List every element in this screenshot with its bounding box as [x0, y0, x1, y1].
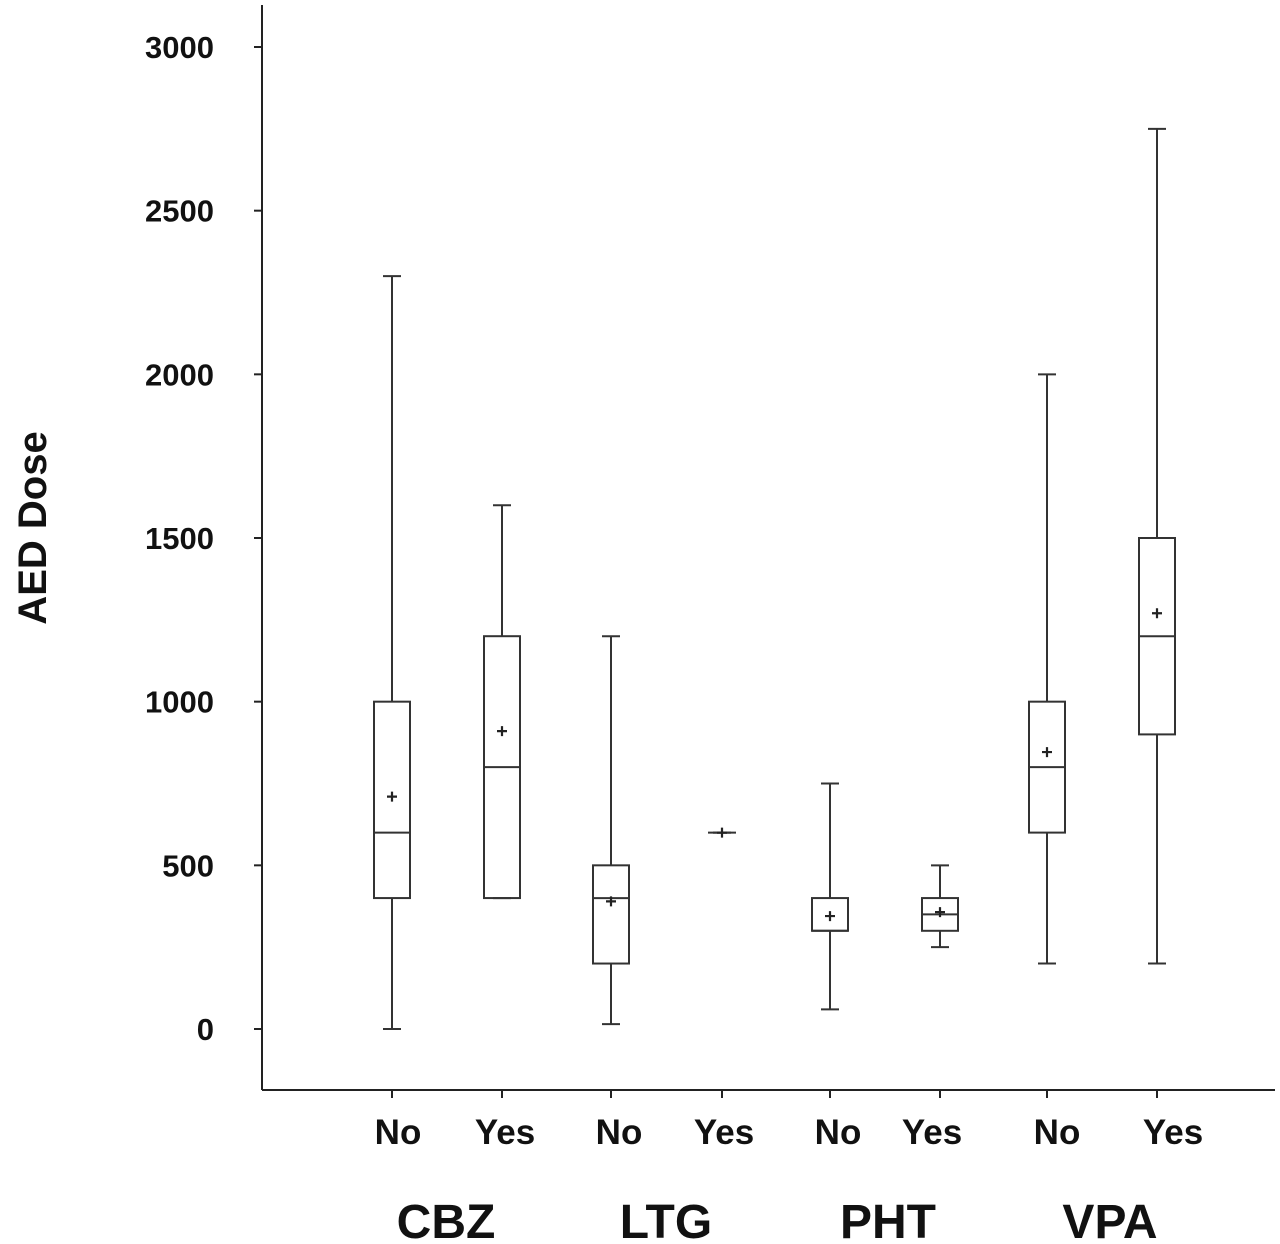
box-vpa-yes	[1138, 127, 1176, 965]
axes	[261, 5, 1275, 1091]
box-vpa-no	[1028, 373, 1066, 965]
x-tick-label: Yes	[902, 1113, 962, 1152]
mean-marker	[825, 911, 835, 922]
x-tick-label: Yes	[1143, 1113, 1203, 1152]
iqr-box	[373, 700, 411, 900]
y-tick-label: 2000	[145, 357, 214, 392]
mean-marker	[387, 791, 397, 802]
box-cbz-yes	[483, 504, 521, 900]
mean-marker	[935, 907, 945, 918]
y-tick-label: 500	[162, 848, 214, 883]
y-tick-label: 2500	[145, 194, 214, 229]
group-label: VPA	[1062, 1196, 1157, 1244]
box-ltg-yes	[708, 827, 736, 838]
x-tick-label: No	[1034, 1113, 1081, 1152]
mean-marker	[606, 896, 616, 907]
x-tick-label: No	[596, 1113, 643, 1152]
x-tick-label: Yes	[475, 1113, 535, 1152]
x-tick-label: Yes	[694, 1113, 754, 1152]
iqr-box	[592, 864, 630, 965]
box-cbz-no	[373, 275, 411, 1030]
mean-marker	[1042, 747, 1052, 758]
y-axis-label: AED Dose	[11, 431, 55, 624]
group-label: PHT	[840, 1196, 936, 1244]
group-label: LTG	[620, 1196, 712, 1244]
group-label: CBZ	[397, 1196, 496, 1244]
y-tick-label: 0	[197, 1012, 214, 1047]
box-pht-no	[811, 782, 849, 1011]
mean-marker	[497, 726, 507, 737]
y-tick-label: 1000	[145, 685, 214, 720]
y-tick-label: 3000	[145, 30, 214, 65]
x-tick-label: No	[815, 1113, 862, 1152]
y-tick-label: 1500	[145, 521, 214, 556]
x-tick-label: No	[375, 1113, 422, 1152]
mean-marker	[717, 827, 727, 838]
box-ltg-no	[592, 635, 630, 1026]
box-pht-yes	[921, 864, 959, 949]
mean-marker	[1152, 608, 1162, 619]
